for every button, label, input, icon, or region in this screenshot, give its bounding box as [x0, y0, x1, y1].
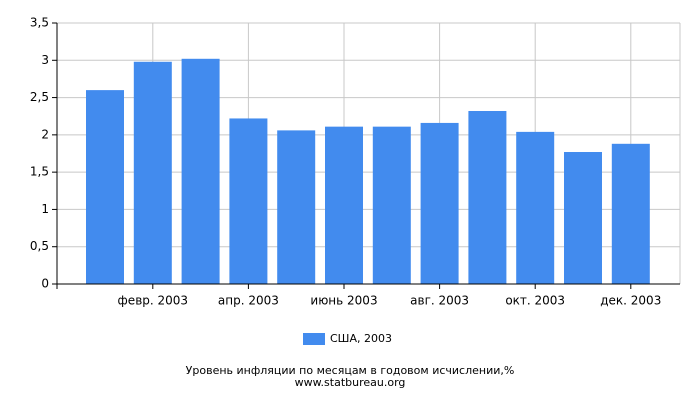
bar	[564, 152, 602, 284]
legend-swatch	[303, 333, 325, 345]
x-tick-label: окт. 2003	[505, 294, 565, 308]
y-tick-label: 2,5	[30, 90, 49, 104]
bar	[468, 110, 507, 284]
bar	[420, 122, 459, 284]
y-tick-label: 1,5	[30, 165, 49, 179]
x-tick-label: февр. 2003	[118, 294, 189, 308]
y-tick-label: 1	[41, 202, 49, 216]
y-tick-label: 0	[41, 277, 49, 291]
bar	[516, 131, 555, 284]
bar	[86, 90, 124, 284]
y-tick-label: 3,5	[30, 16, 49, 30]
chart-title: Уровень инфляции по месяцам в годовом ис…	[186, 364, 515, 377]
y-tick-label: 2	[41, 127, 49, 141]
x-tick-label: июнь 2003	[310, 294, 377, 308]
chart-source: www.statbureau.org	[295, 376, 406, 389]
bar	[229, 118, 268, 284]
x-tick-label: апр. 2003	[218, 294, 279, 308]
bar	[277, 130, 316, 284]
bar	[611, 143, 650, 284]
bar	[325, 126, 363, 284]
bar	[181, 58, 220, 285]
bar	[372, 126, 411, 284]
bar	[133, 61, 172, 284]
y-tick-label: 3	[41, 53, 49, 67]
legend-label: США, 2003	[330, 332, 392, 345]
x-tick-label: дек. 2003	[600, 294, 661, 308]
x-tick-label: авг. 2003	[410, 294, 469, 308]
y-tick-label: 0,5	[30, 239, 49, 253]
